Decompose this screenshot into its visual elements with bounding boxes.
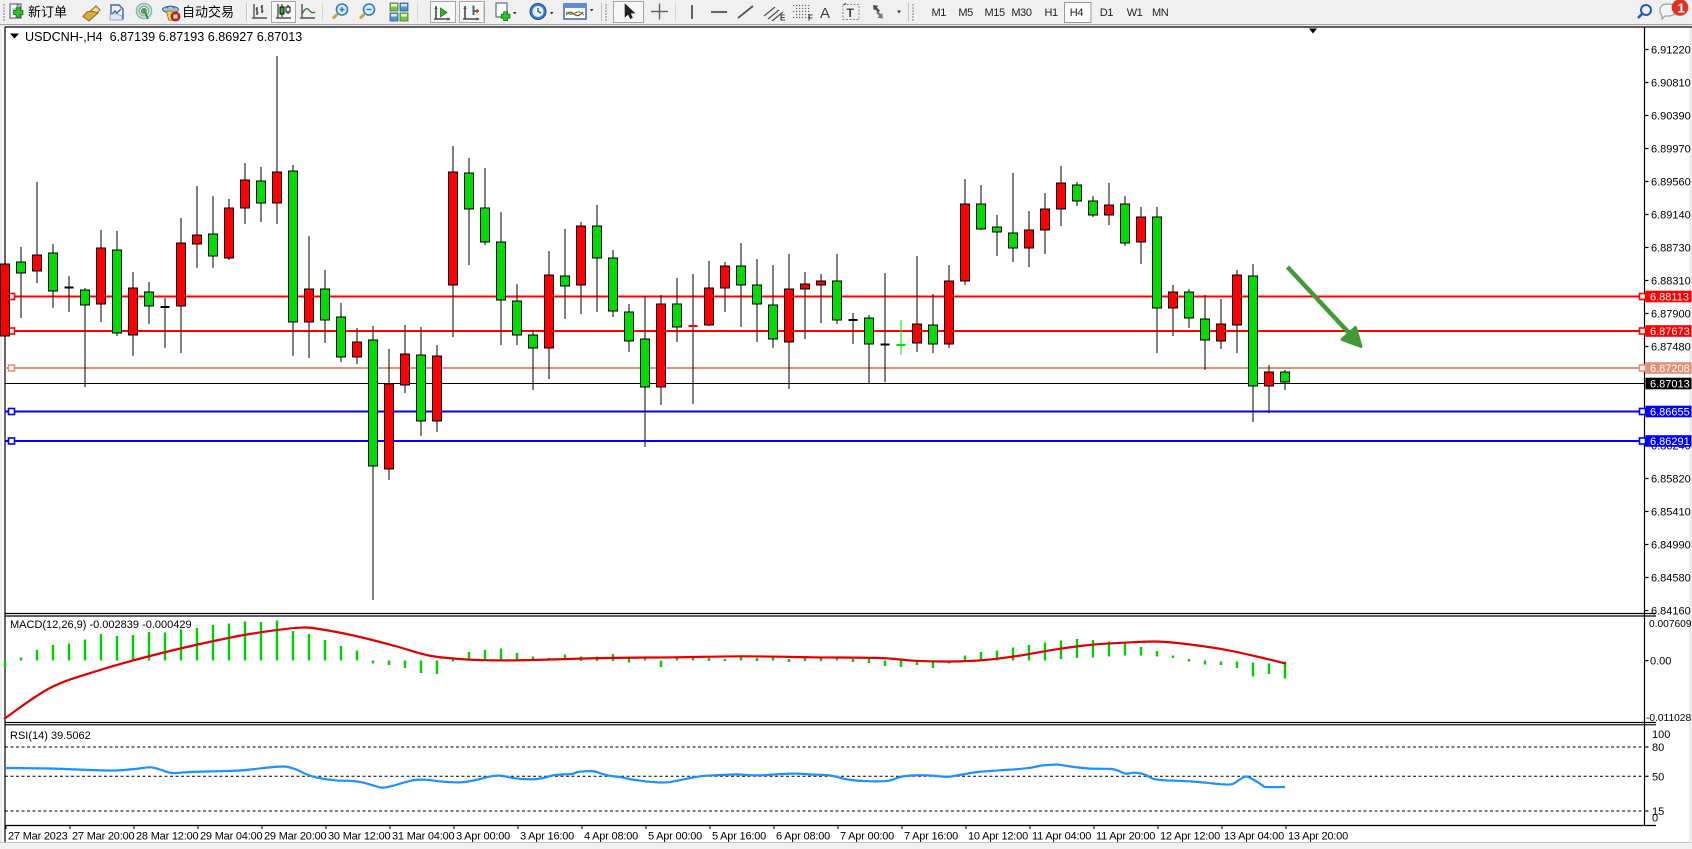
svg-text:6.89970: 6.89970 (1651, 144, 1691, 156)
svg-text:6.84160: 6.84160 (1651, 606, 1691, 618)
svg-text:15: 15 (1652, 806, 1664, 818)
svg-text:6.87208: 6.87208 (1650, 363, 1690, 375)
svg-text:6.85410: 6.85410 (1651, 507, 1691, 519)
svg-text:50: 50 (1652, 771, 1664, 783)
svg-text:100: 100 (1652, 729, 1670, 741)
svg-text:新订单: 新订单 (28, 5, 67, 20)
svg-text:7 Apr 00:00: 7 Apr 00:00 (840, 831, 894, 843)
svg-text:6.87673: 6.87673 (1650, 326, 1690, 338)
svg-text:M30: M30 (1011, 7, 1031, 19)
svg-text:F: F (808, 14, 813, 23)
svg-text:M1: M1 (932, 7, 947, 19)
svg-text:4 Apr 08:00: 4 Apr 08:00 (584, 831, 638, 843)
svg-text:6 Apr 08:00: 6 Apr 08:00 (776, 831, 830, 843)
svg-text:12 Apr 12:00: 12 Apr 12:00 (1160, 831, 1220, 843)
svg-text:6.86291: 6.86291 (1650, 436, 1690, 448)
svg-text:13 Apr 20:00: 13 Apr 20:00 (1288, 831, 1348, 843)
svg-text:6.87900: 6.87900 (1651, 309, 1691, 321)
svg-text:6.91220: 6.91220 (1651, 45, 1691, 57)
svg-text:10 Apr 12:00: 10 Apr 12:00 (968, 831, 1028, 843)
svg-text:27 Mar 2023: 27 Mar 2023 (8, 831, 68, 843)
svg-text:D1: D1 (1100, 7, 1114, 19)
svg-text:6.87013: 6.87013 (1650, 379, 1690, 391)
svg-text:13 Apr 04:00: 13 Apr 04:00 (1224, 831, 1284, 843)
svg-text:6.87480: 6.87480 (1651, 342, 1691, 354)
svg-text:0.00: 0.00 (1650, 656, 1671, 668)
svg-text:A: A (820, 5, 830, 22)
svg-text:11 Apr 20:00: 11 Apr 20:00 (1096, 831, 1155, 843)
svg-text:自动交易: 自动交易 (182, 5, 234, 20)
svg-text:MACD(12,26,9) -0.002839 -0.000: MACD(12,26,9) -0.002839 -0.000429 (10, 619, 192, 631)
svg-text:80: 80 (1652, 742, 1664, 754)
svg-text:6.88730: 6.88730 (1651, 243, 1691, 255)
svg-text:MN: MN (1152, 7, 1169, 19)
svg-text:6.85820: 6.85820 (1651, 474, 1691, 486)
svg-text:6.88310: 6.88310 (1651, 276, 1691, 288)
svg-text:27 Mar 20:00: 27 Mar 20:00 (72, 831, 135, 843)
svg-text:5 Apr 16:00: 5 Apr 16:00 (712, 831, 766, 843)
svg-text:6.88113: 6.88113 (1650, 292, 1689, 304)
svg-text:6.90810: 6.90810 (1651, 78, 1691, 90)
svg-text:T: T (847, 6, 855, 20)
svg-text:1: 1 (1678, 1, 1685, 16)
svg-text:6.84990: 6.84990 (1651, 540, 1691, 552)
svg-text:28 Mar 12:00: 28 Mar 12:00 (136, 831, 199, 843)
svg-text:3 Apr 00:00: 3 Apr 00:00 (456, 831, 510, 843)
svg-text:30 Mar 12:00: 30 Mar 12:00 (328, 831, 391, 843)
svg-text:0: 0 (1652, 812, 1658, 824)
svg-text:6.89140: 6.89140 (1651, 210, 1691, 222)
svg-text:E: E (780, 14, 786, 23)
svg-text:7 Apr 16:00: 7 Apr 16:00 (904, 831, 958, 843)
svg-text:5 Apr 00:00: 5 Apr 00:00 (648, 831, 702, 843)
svg-text:-0.011028: -0.011028 (1646, 713, 1691, 724)
svg-text:M15: M15 (985, 7, 1005, 19)
svg-text:M5: M5 (958, 7, 973, 19)
svg-text:6.86655: 6.86655 (1650, 407, 1690, 419)
svg-text:6.89560: 6.89560 (1651, 177, 1691, 189)
svg-text:H1: H1 (1045, 7, 1059, 19)
svg-text:29 Mar 20:00: 29 Mar 20:00 (264, 831, 327, 843)
svg-text:USDCNH-,H4 6.87139 6.87193 6.: USDCNH-,H4 6.87139 6.87193 6.86927 6.870… (25, 30, 302, 44)
svg-text:W1: W1 (1127, 7, 1143, 19)
svg-text:RSI(14) 39.5062: RSI(14) 39.5062 (10, 730, 91, 742)
svg-text:31 Mar 04:00: 31 Mar 04:00 (392, 831, 455, 843)
svg-text:0.007609: 0.007609 (1649, 619, 1692, 630)
svg-text:29 Mar 04:00: 29 Mar 04:00 (200, 831, 263, 843)
svg-text:H4: H4 (1070, 7, 1084, 19)
svg-text:6.90390: 6.90390 (1651, 111, 1691, 123)
svg-text:6.84580: 6.84580 (1651, 573, 1691, 585)
svg-text:3 Apr 16:00: 3 Apr 16:00 (520, 831, 574, 843)
svg-text:11 Apr 04:00: 11 Apr 04:00 (1032, 831, 1091, 843)
